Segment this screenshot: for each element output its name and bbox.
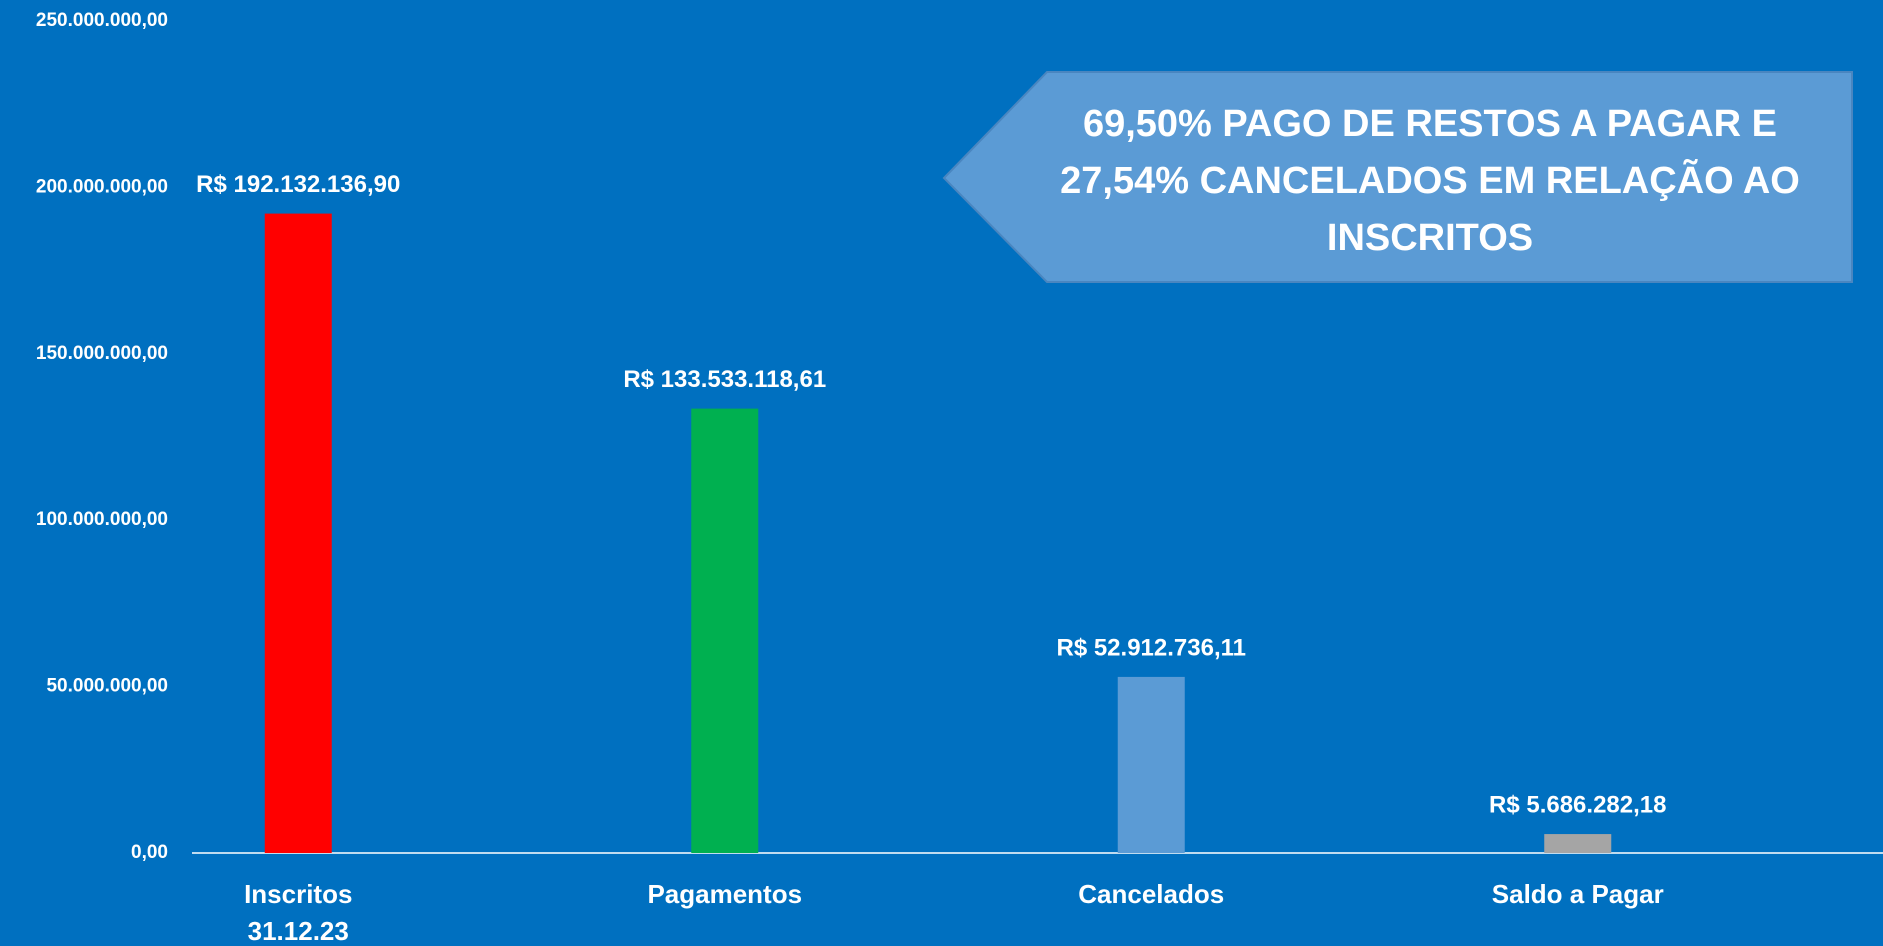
x-tick-label: Pagamentos (647, 879, 803, 909)
x-tick-label: Saldo a Pagar (1491, 879, 1664, 909)
bar (1544, 834, 1612, 853)
bar (691, 408, 759, 853)
x-tick-label: Inscritos 31.12.23 (244, 879, 353, 946)
y-tick-label: 150.000.000,00 (36, 343, 168, 364)
value-label: R$ 5.686.282,18 (1489, 791, 1666, 818)
bar (1117, 676, 1185, 853)
callout-shape (942, 71, 1853, 283)
y-tick-label: 200.000.000,00 (36, 176, 168, 197)
value-label: R$ 52.912.736,11 (1056, 634, 1246, 661)
y-tick-label: 50.000.000,00 (46, 676, 168, 697)
y-tick-label: 100.000.000,00 (36, 509, 168, 530)
value-label: R$ 133.533.118,61 (623, 366, 826, 393)
y-tick-label: 250.000.000,00 (36, 10, 168, 31)
callout-text: 69,50% PAGO DE RESTOS A PAGAR E 27,54% C… (1060, 103, 1800, 259)
x-tick-label: Cancelados (1078, 879, 1225, 909)
y-tick-label: 0,00 (131, 842, 168, 863)
bar (264, 213, 332, 854)
value-label: R$ 192.132.136,90 (196, 171, 400, 198)
